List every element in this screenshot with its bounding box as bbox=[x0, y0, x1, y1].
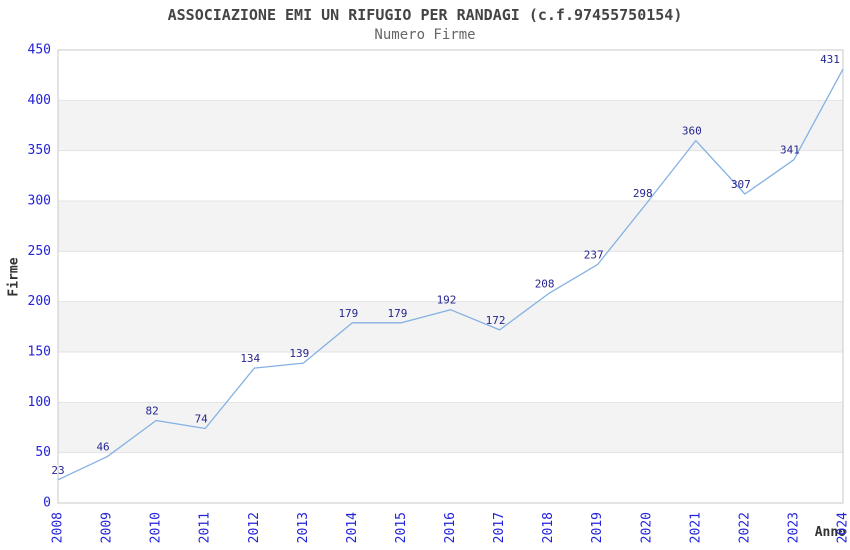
x-tick-label: 2015 bbox=[394, 512, 409, 543]
x-tick-label: 2014 bbox=[345, 512, 360, 543]
data-point-label: 172 bbox=[486, 314, 506, 327]
x-tick-label: 2010 bbox=[149, 512, 164, 543]
y-tick-label: 400 bbox=[28, 93, 51, 108]
y-tick-label: 0 bbox=[43, 496, 51, 511]
data-point-label: 360 bbox=[682, 125, 702, 138]
data-point-label: 298 bbox=[633, 187, 653, 200]
x-tick-label: 2024 bbox=[836, 512, 850, 543]
data-point-label: 74 bbox=[195, 413, 209, 426]
chart-title: ASSOCIAZIONE EMI UN RIFUGIO PER RANDAGI … bbox=[167, 6, 683, 24]
x-tick-label: 2018 bbox=[541, 512, 556, 543]
data-point-label: 82 bbox=[146, 404, 159, 417]
x-tick-label: 2020 bbox=[639, 512, 654, 543]
y-tick-label: 450 bbox=[28, 43, 51, 58]
y-tick-label: 200 bbox=[28, 294, 51, 309]
series-line bbox=[57, 68, 844, 481]
data-point-label: 341 bbox=[780, 144, 800, 157]
y-tick-label: 250 bbox=[28, 244, 51, 259]
x-tick-label: 2022 bbox=[737, 512, 752, 543]
x-tick-label: 2008 bbox=[51, 512, 66, 543]
plot-band bbox=[58, 100, 843, 151]
x-axis-title: Anno bbox=[814, 525, 846, 540]
x-tick-label: 2017 bbox=[492, 512, 507, 543]
data-point-label: 179 bbox=[338, 307, 358, 320]
plot-band bbox=[58, 402, 843, 453]
y-tick-label: 300 bbox=[28, 194, 51, 209]
data-point-label: 237 bbox=[584, 248, 604, 261]
chart-subtitle: Numero Firme bbox=[374, 27, 476, 43]
data-point-label: 307 bbox=[731, 178, 751, 191]
x-tick-label: 2009 bbox=[100, 512, 115, 543]
x-tick-label: 2011 bbox=[198, 512, 213, 543]
x-tick-label: 2023 bbox=[786, 512, 801, 543]
x-tick-label: 2019 bbox=[590, 512, 605, 543]
y-tick-label: 350 bbox=[28, 143, 51, 158]
plot-border bbox=[57, 49, 844, 504]
x-tick-label: 2021 bbox=[688, 512, 703, 543]
data-point-label: 179 bbox=[388, 307, 408, 320]
data-point-label: 46 bbox=[96, 441, 109, 454]
y-tick-label: 100 bbox=[28, 395, 51, 410]
data-point-label: 134 bbox=[240, 352, 260, 365]
plot-band bbox=[58, 201, 843, 252]
x-tick-label: 2013 bbox=[296, 512, 311, 543]
data-point-label: 208 bbox=[535, 278, 555, 291]
data-point-label: 23 bbox=[51, 464, 64, 477]
data-point-label: 431 bbox=[820, 53, 840, 66]
data-point-label: 192 bbox=[437, 294, 457, 307]
y-tick-label: 150 bbox=[28, 345, 51, 360]
x-tick-label: 2016 bbox=[443, 512, 458, 543]
y-tick-label: 50 bbox=[35, 445, 51, 460]
data-point-label: 139 bbox=[289, 347, 309, 360]
x-tick-label: 2012 bbox=[247, 512, 262, 543]
